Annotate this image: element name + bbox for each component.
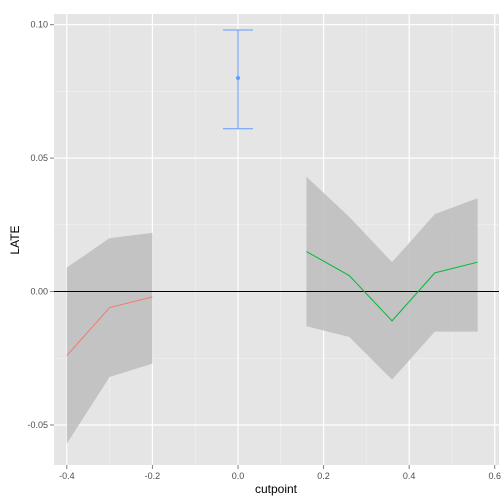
x-tick-label: 0.6 [488,471,501,481]
y-tick-label: 0.05 [30,153,48,163]
x-axis-title: cutpoint [255,482,298,496]
confidence-ribbons [66,176,478,444]
x-tick-label: -0.4 [59,471,75,481]
y-tick-label: 0.10 [30,20,48,30]
error-bar-point [235,76,240,81]
confidence-ribbon-2 [306,176,478,380]
y-axis-title: LATE [8,225,22,254]
x-tick-label: 0.4 [403,471,416,481]
confidence-ribbon-1 [66,232,153,444]
y-axis-ticks: -0.05 0.00 0.05 0.10 [27,20,54,430]
x-tick-label: 0.0 [232,471,245,481]
series-lines [66,251,478,356]
x-axis-ticks: -0.4 -0.2 0.0 0.2 0.4 0.6 [59,465,501,481]
x-tick-label: -0.2 [145,471,161,481]
y-tick-label: -0.05 [27,420,48,430]
series-line-1 [66,296,153,356]
x-tick-label: 0.2 [317,471,330,481]
series-line-2 [306,251,478,322]
y-tick-label: 0.00 [30,287,48,297]
error-bar [222,29,253,130]
minor-gridlines [54,14,499,465]
